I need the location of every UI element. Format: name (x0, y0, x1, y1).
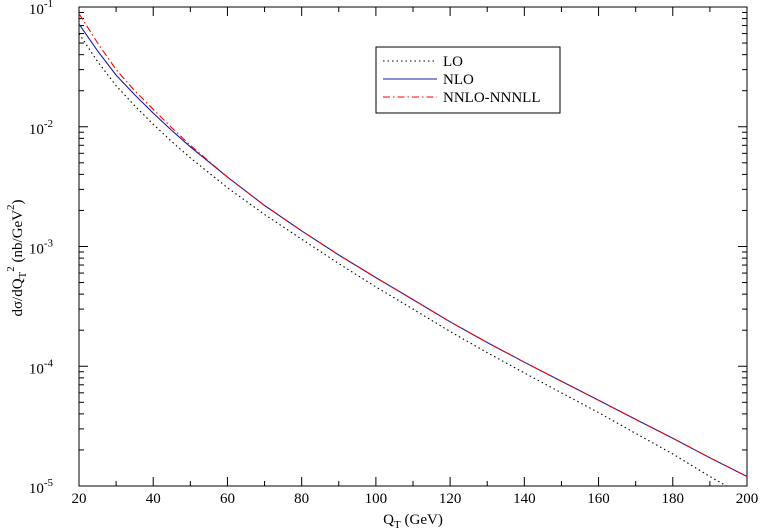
x-tick-label: 60 (220, 491, 235, 507)
y-axis-title: dσ/dQT2 (nb/GeV2) (5, 199, 29, 316)
y-tick-label: 10-3 (29, 238, 54, 258)
legend-label: NLO (443, 72, 474, 88)
y-tick-label: 10-5 (29, 477, 54, 497)
series-lines (78, 13, 748, 487)
y-axis-ticks: 10-5 10-4 10-3 10-2 10-1 (29, 0, 747, 497)
x-tick-label: 100 (365, 491, 388, 507)
y-tick-label: 10-4 (29, 357, 54, 377)
y-tick-label: 10-1 (29, 0, 53, 18)
y-tick-label: 10-2 (29, 118, 53, 138)
legend-label: LO (443, 54, 463, 70)
legend-label: NNLO-NNNLL (443, 90, 540, 106)
x-tick-label: 120 (439, 491, 462, 507)
x-axis-ticks: 20 40 60 80 100 120 140 160 180 200 (72, 7, 759, 507)
series-line-nnlo-nnnll (78, 13, 748, 477)
x-tick-label: 200 (736, 491, 759, 507)
x-tick-label: 20 (72, 491, 87, 507)
legend: LO NLO NNLO-NNNLL (375, 46, 561, 114)
x-axis-title: QT (GeV) (383, 512, 443, 529)
x-tick-label: 140 (513, 491, 536, 507)
x-tick-label: 40 (146, 491, 161, 507)
x-tick-label: 180 (662, 491, 685, 507)
x-tick-label: 80 (294, 491, 309, 507)
x-tick-label: 160 (587, 491, 610, 507)
legend-box (375, 46, 561, 114)
series-line-lo (78, 33, 727, 487)
